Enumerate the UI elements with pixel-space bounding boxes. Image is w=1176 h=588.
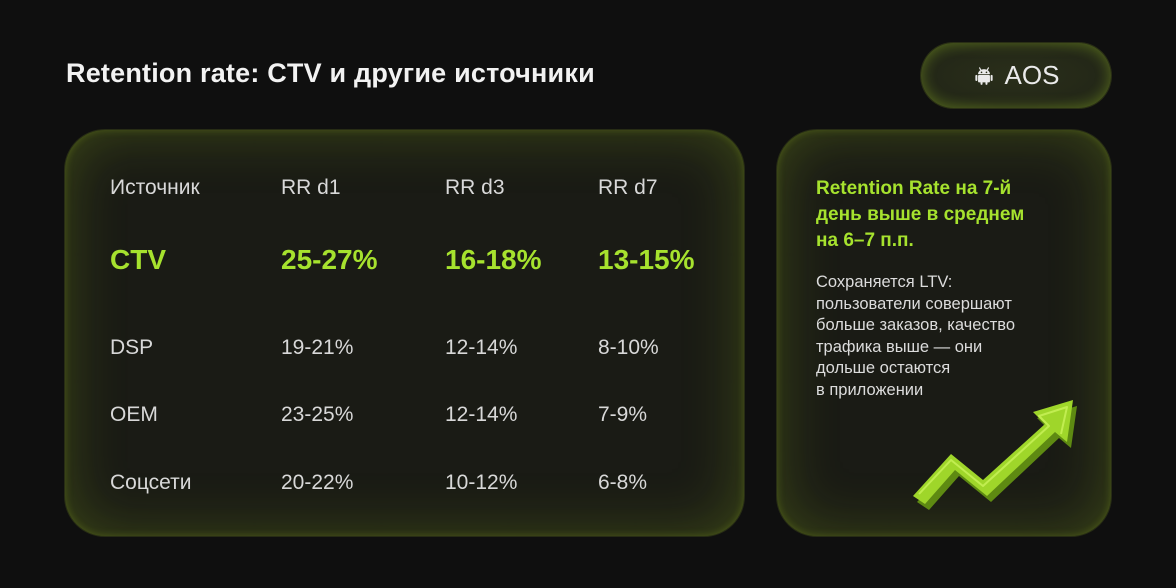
retention-table: Источник RR d1 RR d3 RR d7 CTV 25-27% 16… <box>65 130 744 536</box>
insight-body-line: в приложении <box>816 380 924 399</box>
highlight-d3: 16-18% <box>445 244 542 275</box>
insight-headline-line: Retention Rate на 7-й <box>816 178 1012 199</box>
column-header-d7: RR d7 <box>598 176 658 199</box>
platform-badge: AOS <box>921 43 1111 108</box>
insight-body-line: пользователи совершают <box>816 294 1012 313</box>
insight-body-line: дольше остаются <box>816 359 951 377</box>
insight-body-line: больше заказов, качество <box>816 316 1016 334</box>
column-header-d1: RR d1 <box>281 176 341 199</box>
table-row-source: OEM <box>110 403 158 426</box>
table-row-d7: 6-8% <box>598 471 648 494</box>
trend-up-arrow-icon <box>913 400 1077 510</box>
highlight-d1: 25-27% <box>281 244 378 275</box>
table-row-d3: 10-12% <box>445 471 518 494</box>
table-row-d3: 12-14% <box>445 403 518 426</box>
column-header-d3: RR d3 <box>445 176 505 199</box>
insight-card: Retention Rate на 7-й день выше в средне… <box>777 130 1111 536</box>
platform-label: AOS <box>1004 60 1060 90</box>
table-row-source: Соцсети <box>110 471 192 494</box>
table-row-d1: 19-21% <box>281 336 354 359</box>
table-row-d1: 20-22% <box>281 471 354 494</box>
table-row-d3: 12-14% <box>445 336 518 359</box>
highlight-source: CTV <box>110 244 166 275</box>
insight-body: Сохраняется LTV: пользователи совершают … <box>816 272 1086 401</box>
column-header-source: Источник <box>110 176 200 199</box>
insight-headline-line: на 6–7 п.п. <box>816 230 914 251</box>
table-row-d1: 23-25% <box>281 403 354 426</box>
insight-headline-line: день выше в среднем <box>816 204 1025 225</box>
insight-body-line: Сохраняется LTV: <box>816 273 953 291</box>
table-row-d7: 7-9% <box>598 403 648 426</box>
insight-headline: Retention Rate на 7-й день выше в средне… <box>816 176 1086 254</box>
android-icon <box>974 66 993 85</box>
table-row-source: DSP <box>110 336 154 359</box>
page-title: Retention rate: CTV и другие источники <box>66 58 595 88</box>
table-row-d7: 8-10% <box>598 336 659 359</box>
highlight-d7: 13-15% <box>598 244 695 275</box>
insight-body-line: трафика выше — они <box>816 337 983 356</box>
